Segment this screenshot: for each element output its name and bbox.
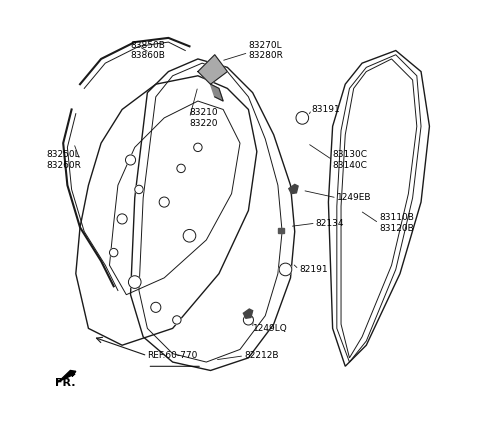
Text: 83250L
83260R: 83250L 83260R xyxy=(47,150,81,170)
Polygon shape xyxy=(198,55,228,84)
Polygon shape xyxy=(57,370,76,382)
Circle shape xyxy=(109,248,118,257)
Circle shape xyxy=(183,229,196,242)
Bar xyxy=(278,228,284,233)
Circle shape xyxy=(159,197,169,207)
Circle shape xyxy=(243,315,253,325)
Text: 83210
83220: 83210 83220 xyxy=(190,108,218,128)
Text: 83850B
83860B: 83850B 83860B xyxy=(130,41,165,60)
Circle shape xyxy=(296,112,309,124)
Circle shape xyxy=(151,302,161,312)
Text: 83191: 83191 xyxy=(312,105,340,114)
Circle shape xyxy=(125,155,135,165)
Circle shape xyxy=(173,316,181,324)
Circle shape xyxy=(129,276,141,288)
Text: 82212B: 82212B xyxy=(244,351,279,360)
Text: 83130C
83140C: 83130C 83140C xyxy=(333,150,368,170)
Circle shape xyxy=(135,185,143,194)
Polygon shape xyxy=(211,84,223,101)
Text: 83110B
83120B: 83110B 83120B xyxy=(379,213,414,233)
Text: 82191: 82191 xyxy=(299,265,327,274)
Polygon shape xyxy=(243,309,252,318)
Circle shape xyxy=(117,214,127,224)
Polygon shape xyxy=(289,184,298,194)
Circle shape xyxy=(279,263,292,276)
Circle shape xyxy=(194,143,202,152)
Text: REF.60-770: REF.60-770 xyxy=(147,351,198,360)
Text: FR.: FR. xyxy=(55,378,75,388)
Circle shape xyxy=(177,164,185,173)
Text: 1249LQ: 1249LQ xyxy=(252,324,288,333)
Text: 82134: 82134 xyxy=(316,218,344,228)
Text: 1249EB: 1249EB xyxy=(337,193,372,203)
Text: 83270L
83280R: 83270L 83280R xyxy=(249,41,283,60)
